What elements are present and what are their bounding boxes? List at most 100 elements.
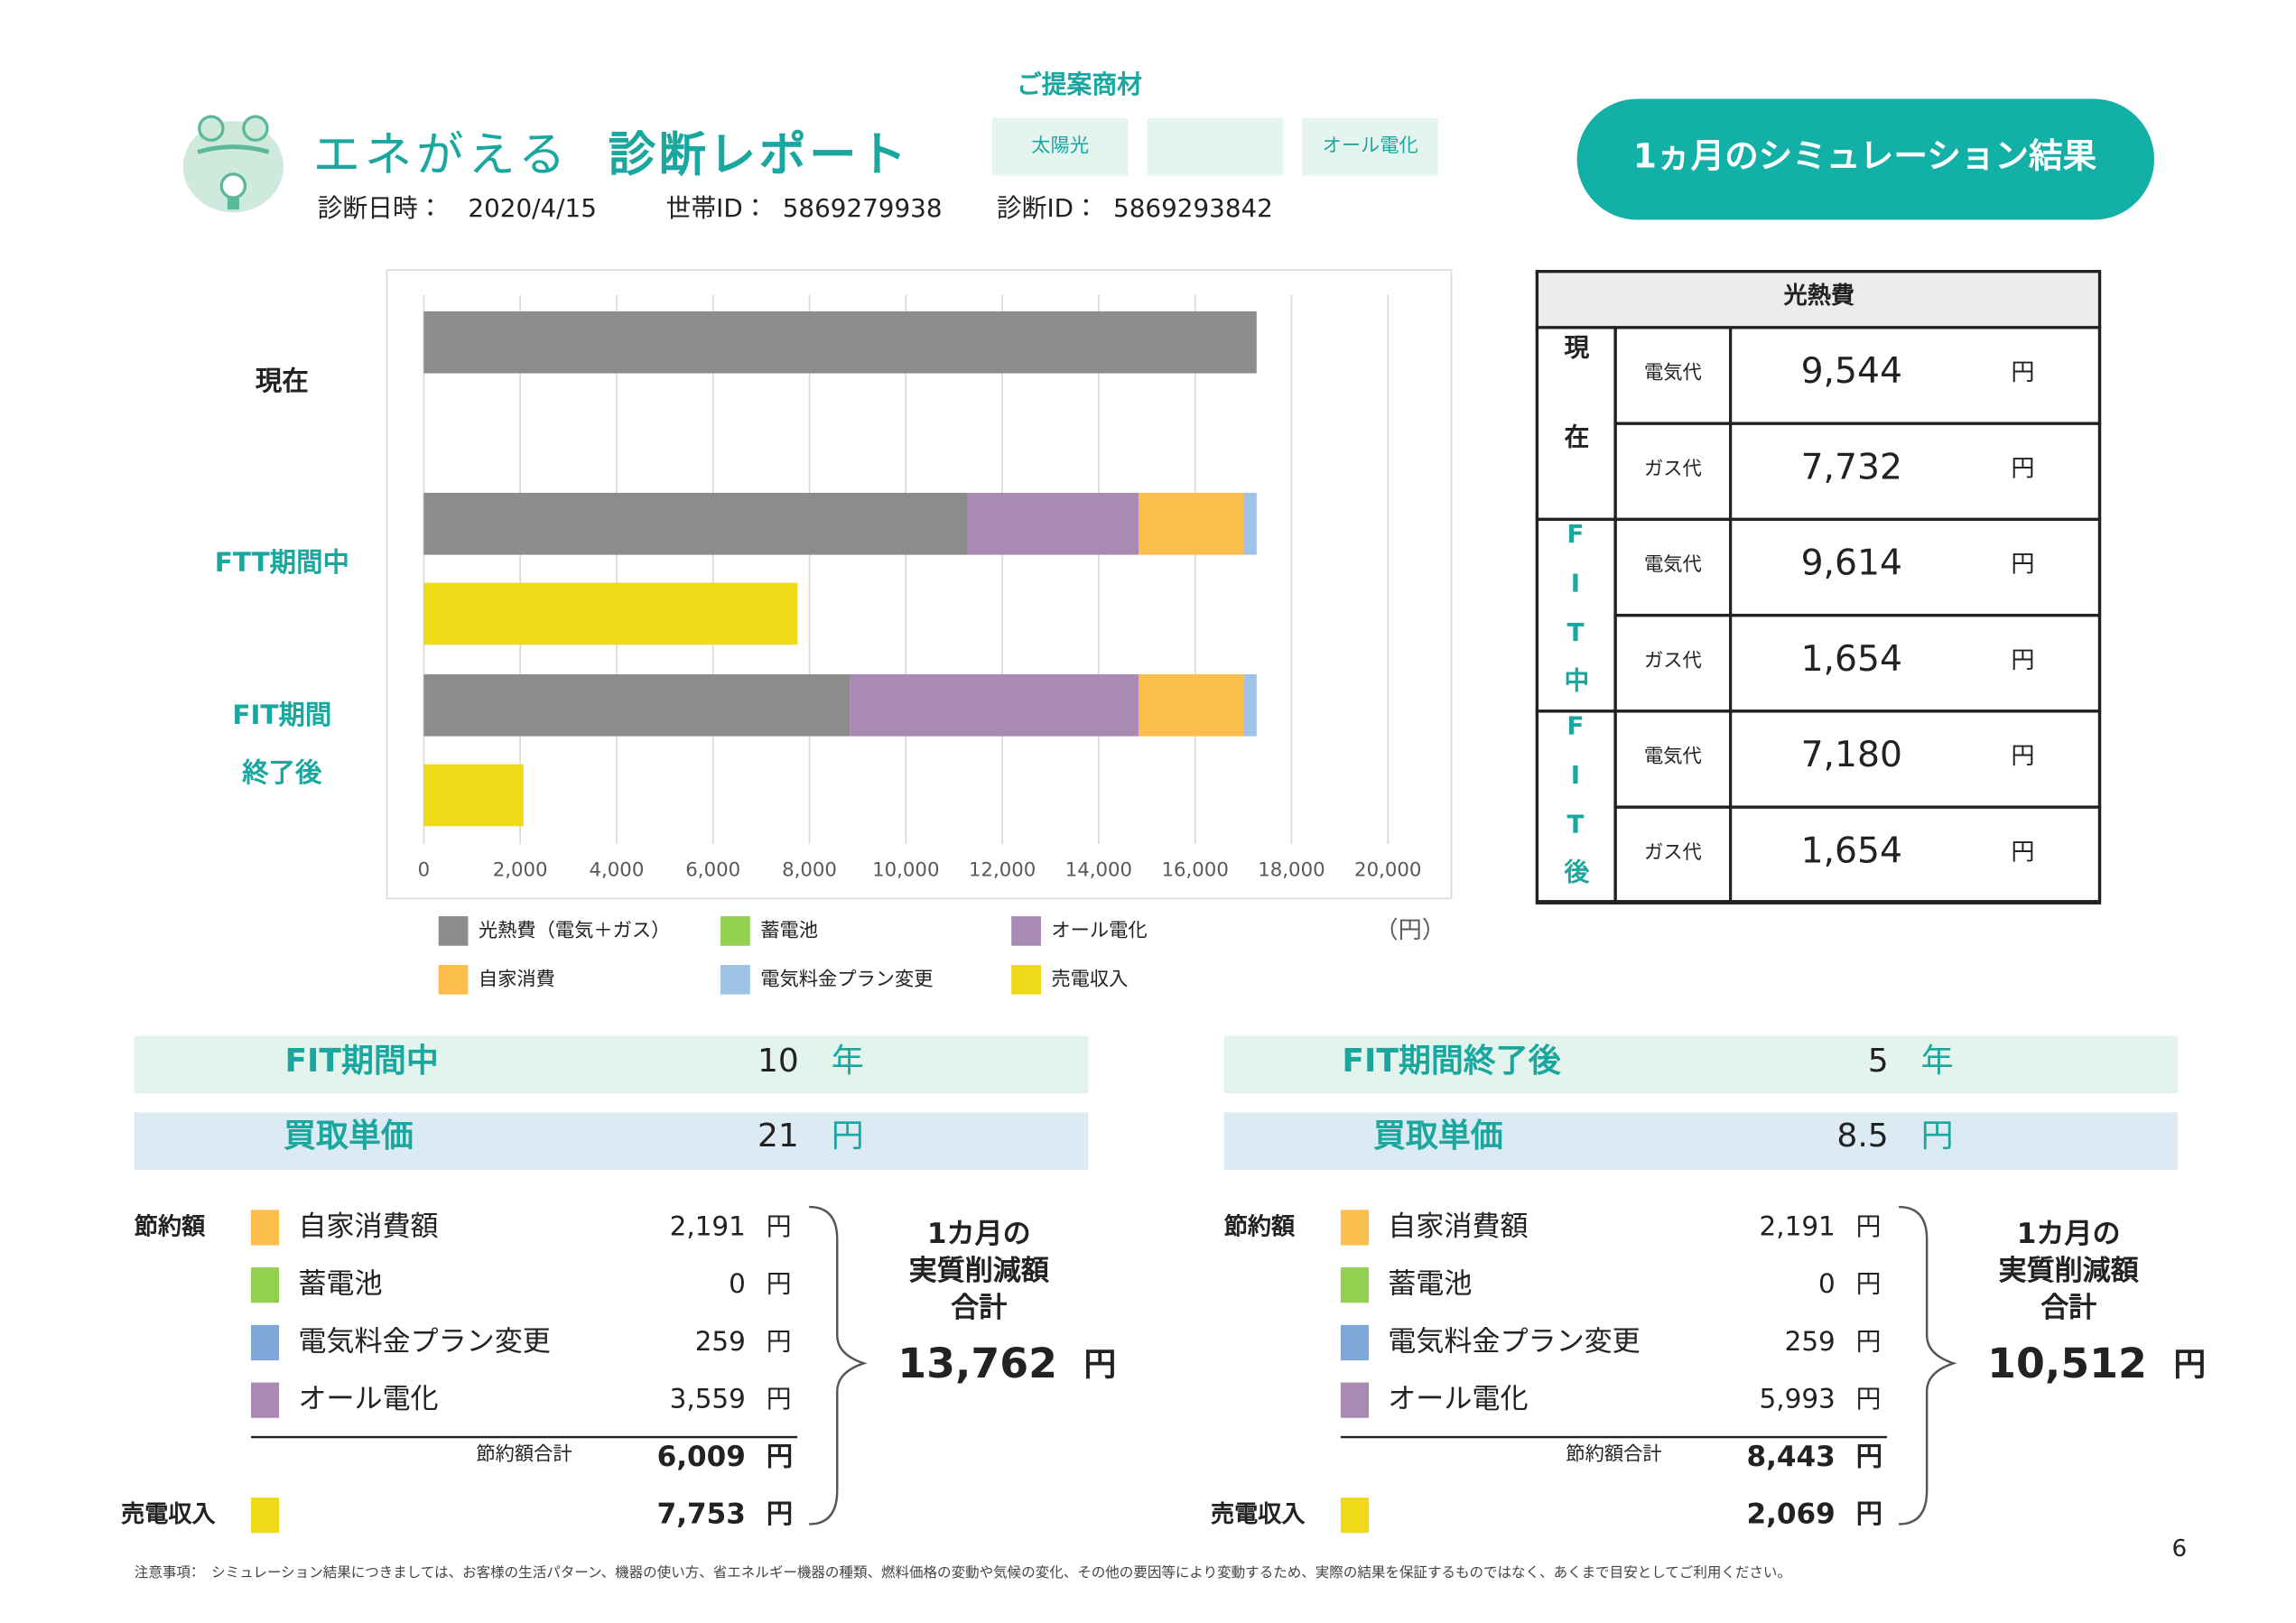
bar-segment bbox=[423, 764, 524, 827]
subtotal-label: 節約額合計 bbox=[476, 1443, 572, 1466]
savings-swatch bbox=[251, 1210, 280, 1246]
legend-swatch bbox=[720, 916, 750, 946]
legend-swatch bbox=[438, 964, 469, 995]
period-band bbox=[134, 1035, 1089, 1094]
savings-swatch bbox=[251, 1324, 280, 1361]
table-item: ガス代 bbox=[1644, 458, 1702, 480]
table-unit: 円 bbox=[2011, 839, 2034, 866]
table-unit: 円 bbox=[2011, 455, 2034, 482]
price-unit: 円 bbox=[1921, 1118, 1954, 1155]
period-value: 10 bbox=[758, 1043, 799, 1080]
x-tick-label: 12,000 bbox=[969, 858, 1036, 881]
savings-unit: 円 bbox=[767, 1211, 792, 1241]
result-unit: 円 bbox=[2173, 1347, 2206, 1384]
savings-value: 2,191 bbox=[670, 1210, 746, 1241]
period-unit: 年 bbox=[832, 1043, 864, 1080]
table-unit: 円 bbox=[2011, 359, 2034, 386]
sale-unit: 円 bbox=[767, 1498, 793, 1529]
footnote: 注意事項： シミュレーション結果につきましては、お客様の生活パターン、機器の使い… bbox=[135, 1564, 1791, 1581]
proposal-box bbox=[1147, 117, 1284, 176]
table-value: 9,614 bbox=[1801, 543, 1902, 584]
period-label: FIT期間中 bbox=[284, 1043, 438, 1080]
proposal-box bbox=[1302, 117, 1438, 176]
proposal-title: ご提案商材 bbox=[1017, 70, 1142, 99]
table-unit: 円 bbox=[2011, 743, 2034, 770]
cost-table bbox=[1535, 270, 2102, 904]
x-tick-label: 0 bbox=[418, 858, 431, 881]
x-tick-label: 18,000 bbox=[1258, 858, 1325, 881]
page-number: 6 bbox=[2171, 1535, 2187, 1563]
bar-segment bbox=[1244, 673, 1257, 737]
x-tick-label: 14,000 bbox=[1065, 858, 1132, 881]
legend-label: 自家消費 bbox=[479, 968, 555, 990]
savings-value: 259 bbox=[1785, 1326, 1836, 1357]
savings-value: 2,191 bbox=[1760, 1210, 1836, 1241]
household-label: 世帯ID： bbox=[666, 193, 768, 223]
savings-unit: 円 bbox=[1856, 1269, 1882, 1299]
bar-segment bbox=[423, 311, 1257, 374]
savings-item: オール電化 bbox=[1388, 1383, 1528, 1415]
result-label: 1カ月の bbox=[927, 1218, 1031, 1250]
result-label: 実質削減額 bbox=[1999, 1255, 2140, 1287]
proposal-box bbox=[991, 117, 1129, 176]
savings-swatch bbox=[251, 1382, 280, 1418]
bar-segment bbox=[1139, 673, 1245, 737]
bar-segment bbox=[423, 673, 851, 737]
result-unit: 円 bbox=[1083, 1347, 1116, 1384]
savings-item: 蓄電池 bbox=[1388, 1268, 1472, 1301]
bar-segment bbox=[967, 492, 1139, 555]
table-value: 9,544 bbox=[1801, 351, 1902, 392]
date-label: 診断日時： bbox=[318, 193, 443, 223]
legend-swatch bbox=[1011, 916, 1041, 946]
period-band bbox=[1223, 1035, 2179, 1094]
x-tick-label: 20,000 bbox=[1354, 858, 1421, 881]
x-tick-label: 2,000 bbox=[493, 858, 548, 881]
bar-segment bbox=[423, 582, 798, 645]
sale-unit: 円 bbox=[1856, 1498, 1882, 1529]
table-unit: 円 bbox=[2011, 552, 2034, 579]
savings-unit: 円 bbox=[767, 1384, 792, 1414]
result-label: 合計 bbox=[2040, 1292, 2096, 1324]
legend-swatch bbox=[1011, 964, 1041, 995]
price-value: 21 bbox=[758, 1118, 799, 1155]
savings-unit: 円 bbox=[767, 1326, 792, 1356]
bar-segment bbox=[1139, 492, 1245, 555]
table-unit: 円 bbox=[2011, 647, 2034, 674]
result-value: 10,512 bbox=[1987, 1340, 2147, 1387]
subtotal-unit: 円 bbox=[767, 1441, 793, 1471]
savings-label: 節約額 bbox=[135, 1212, 206, 1240]
savings-label: 節約額 bbox=[1224, 1212, 1296, 1240]
result-button-label[interactable]: 1ヵ月のシミュレーション結果 bbox=[1633, 135, 2097, 175]
savings-value: 5,993 bbox=[1760, 1384, 1836, 1414]
savings-value: 259 bbox=[695, 1326, 746, 1357]
x-tick-label: 6,000 bbox=[685, 858, 740, 881]
sale-label: 売電収入 bbox=[1211, 1501, 1306, 1528]
table-header bbox=[1535, 270, 2102, 329]
price-value: 8.5 bbox=[1836, 1118, 1888, 1155]
x-tick-label: 10,000 bbox=[872, 858, 939, 881]
savings-value: 3,559 bbox=[670, 1384, 746, 1414]
legend-swatch bbox=[438, 916, 469, 946]
table-header-label: 光熱費 bbox=[1783, 283, 1854, 310]
sale-value: 2,069 bbox=[1747, 1498, 1836, 1531]
period-value: 5 bbox=[1868, 1043, 1889, 1080]
sale-label: 売電収入 bbox=[121, 1501, 216, 1528]
x-tick-label: 4,000 bbox=[590, 858, 645, 881]
result-button[interactable] bbox=[1576, 98, 2155, 220]
x-axis-unit: （円） bbox=[1375, 917, 1445, 944]
sale-value: 7,753 bbox=[657, 1498, 746, 1531]
table-group-label: FIT後 bbox=[1560, 710, 1590, 903]
price-label: 買取単価 bbox=[1373, 1118, 1503, 1155]
household-id: 5869279938 bbox=[783, 193, 943, 223]
savings-item: 自家消費額 bbox=[1388, 1210, 1528, 1243]
savings-item: 蓄電池 bbox=[298, 1268, 382, 1301]
proposal-item: 太陽光 bbox=[1031, 134, 1089, 157]
bar-segment bbox=[1244, 492, 1257, 555]
legend-label: 売電収入 bbox=[1051, 968, 1128, 990]
y-category-label: FTT期間中 bbox=[215, 547, 349, 578]
diagnosis-label: 診断ID： bbox=[997, 193, 1099, 223]
subtotal-value: 6,009 bbox=[657, 1441, 746, 1473]
legend-swatch bbox=[720, 964, 750, 995]
savings-swatch bbox=[1340, 1324, 1369, 1361]
